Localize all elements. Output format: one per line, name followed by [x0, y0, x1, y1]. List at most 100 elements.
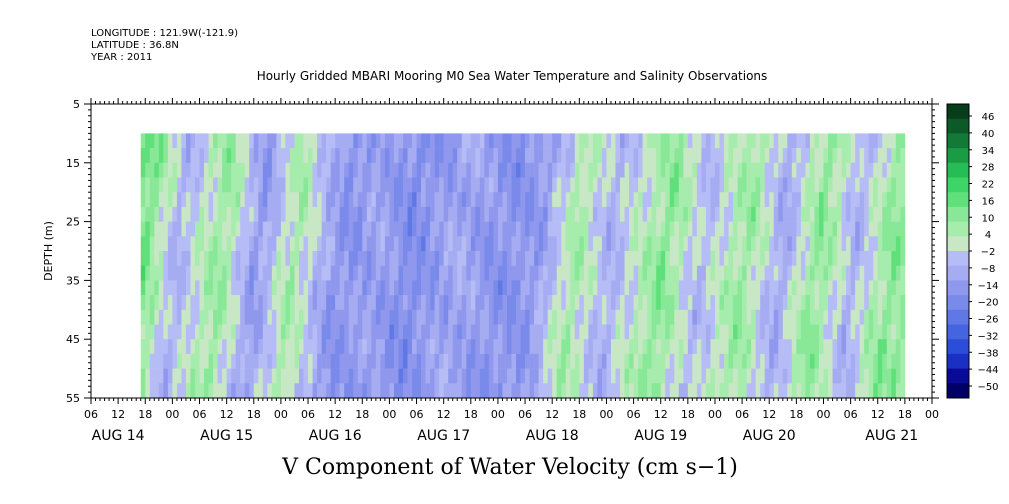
heatmap-cell — [158, 339, 164, 355]
heatmap-cell — [565, 162, 571, 178]
heatmap-cell — [814, 339, 820, 355]
heatmap-cell — [497, 265, 503, 281]
heatmap-cell — [461, 236, 467, 252]
heatmap-cell — [185, 133, 191, 149]
heatmap-cell — [547, 221, 553, 237]
heatmap-cell — [841, 162, 847, 178]
heatmap-cell — [308, 383, 313, 399]
heatmap-cell — [326, 148, 331, 164]
heatmap-cell — [538, 339, 544, 355]
heatmap-cell — [145, 177, 151, 193]
heatmap-cell — [660, 383, 666, 399]
heatmap-cell — [154, 295, 160, 311]
heatmap-cell — [317, 295, 322, 311]
heatmap-cell — [140, 177, 146, 193]
heatmap-cell — [475, 339, 481, 355]
heatmap-cell — [190, 295, 196, 311]
heatmap-cell — [692, 339, 698, 355]
heatmap-cell — [262, 206, 268, 222]
x-hour-tick-label: 06 — [518, 408, 532, 421]
heatmap-cell — [710, 368, 716, 384]
heatmap-cell — [461, 162, 467, 178]
heatmap-cell — [366, 265, 372, 281]
heatmap-cell — [543, 192, 548, 208]
heatmap-cell — [800, 177, 806, 193]
heatmap-cell — [213, 265, 218, 281]
heatmap-cell — [642, 236, 648, 252]
heatmap-cell — [683, 265, 689, 281]
heatmap-cell — [565, 295, 571, 311]
heatmap-cell — [610, 162, 616, 178]
heatmap-cell — [308, 148, 313, 164]
heatmap-cell — [633, 192, 639, 208]
heatmap-cell — [407, 309, 413, 325]
heatmap-cell — [873, 148, 879, 164]
heatmap-cell — [782, 295, 788, 311]
heatmap-cell — [421, 177, 426, 193]
heatmap-cell — [674, 353, 680, 369]
heatmap-cell — [895, 383, 901, 399]
heatmap-cell — [900, 309, 906, 325]
heatmap-cell — [841, 295, 847, 311]
heatmap-cell — [506, 295, 512, 311]
heatmap-cell — [665, 280, 671, 296]
heatmap-cell — [393, 280, 399, 296]
heatmap-cell — [235, 236, 241, 252]
heatmap-cell — [895, 353, 901, 369]
heatmap-cell — [891, 265, 897, 281]
heatmap-cell — [497, 206, 503, 222]
heatmap-cell — [321, 309, 327, 325]
heatmap-cell — [330, 295, 336, 311]
heatmap-cell — [547, 148, 553, 164]
colorbar-segment — [947, 133, 969, 149]
heatmap-cell — [543, 383, 548, 399]
heatmap-cell — [154, 265, 160, 281]
heatmap-cell — [362, 265, 368, 281]
heatmap-cell — [348, 206, 354, 222]
heatmap-cell — [796, 324, 802, 340]
heatmap-cell — [642, 368, 648, 384]
heatmap-cell — [276, 295, 282, 311]
heatmap-cell — [371, 280, 377, 296]
heatmap-cell — [701, 383, 707, 399]
heatmap-cell — [253, 280, 259, 296]
heatmap-cell — [809, 177, 815, 193]
heatmap-cell — [882, 177, 888, 193]
heatmap-cell — [208, 236, 214, 252]
heatmap-cell — [398, 383, 404, 399]
heatmap-cell — [276, 383, 282, 399]
heatmap-cell — [701, 133, 707, 149]
heatmap-cell — [656, 295, 662, 311]
heatmap-cell — [461, 368, 467, 384]
heatmap-cell — [366, 221, 372, 237]
heatmap-cell — [344, 339, 350, 355]
heatmap-cell — [271, 353, 277, 369]
heatmap-cell — [592, 339, 598, 355]
heatmap-cell — [285, 353, 291, 369]
heatmap-cell — [357, 162, 363, 178]
heatmap-cell — [425, 162, 431, 178]
heatmap-cell — [511, 309, 517, 325]
heatmap-cell — [818, 162, 824, 178]
heatmap-cell — [380, 265, 386, 281]
heatmap-cell — [864, 133, 869, 149]
heatmap-cell — [864, 368, 869, 384]
heatmap-cell — [601, 368, 607, 384]
heatmap-cell — [746, 324, 752, 340]
heatmap-cell — [678, 295, 684, 311]
heatmap-cell — [683, 177, 689, 193]
heatmap-cell — [339, 162, 345, 178]
heatmap-cell — [149, 368, 155, 384]
heatmap-cell — [868, 324, 874, 340]
heatmap-cell — [529, 339, 535, 355]
heatmap-cell — [809, 236, 815, 252]
heatmap-cell — [610, 353, 616, 369]
heatmap-cell — [506, 280, 512, 296]
heatmap-cell — [656, 324, 662, 340]
heatmap-cell — [330, 280, 336, 296]
heatmap-cell — [181, 162, 187, 178]
heatmap-cell — [235, 368, 241, 384]
x-axis-label: V Component of Water Velocity (cm s−1) — [281, 455, 738, 480]
heatmap-cell — [298, 221, 304, 237]
heatmap-cell — [805, 383, 811, 399]
